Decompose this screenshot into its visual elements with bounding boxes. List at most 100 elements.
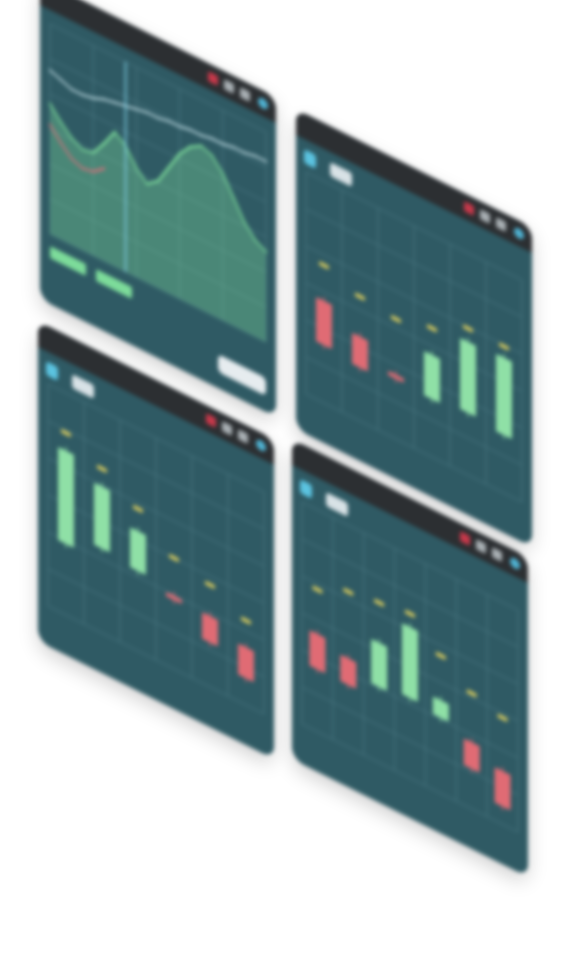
- signal-marker: [374, 598, 385, 607]
- grid-line: [48, 605, 264, 715]
- line-chart-window: [40, 0, 276, 417]
- data-point: [200, 133, 203, 137]
- signal-marker: [435, 651, 446, 660]
- candle-window-b: [38, 321, 274, 759]
- grid-line: [302, 649, 518, 759]
- candle-body: [58, 447, 74, 548]
- data-point: [70, 136, 73, 140]
- data-point: [146, 182, 149, 186]
- grid-line: [50, 163, 266, 273]
- grid-line: [48, 568, 264, 678]
- candle-window-c: [292, 439, 528, 877]
- series-area: [50, 103, 266, 342]
- data-point: [178, 152, 181, 156]
- grid-line: [50, 58, 266, 168]
- data-point: [264, 160, 268, 163]
- data-point: [81, 148, 84, 151]
- signal-marker: [343, 587, 354, 596]
- grid-line: [302, 501, 518, 611]
- data-point: [48, 68, 52, 72]
- data-point: [210, 154, 214, 157]
- signal-marker: [463, 324, 473, 333]
- grid-line: [306, 319, 522, 429]
- data-point: [189, 128, 192, 132]
- data-point: [232, 196, 235, 200]
- candle-body: [494, 767, 511, 810]
- series-line: [49, 124, 105, 173]
- grid-line: [50, 128, 266, 238]
- data-point: [221, 142, 225, 146]
- data-point: [102, 167, 106, 170]
- data-point: [113, 101, 117, 104]
- data-point: [200, 144, 203, 148]
- candle-body: [202, 612, 218, 647]
- grid-line: [306, 356, 522, 466]
- candle-body: [309, 630, 326, 673]
- data-point: [92, 151, 95, 155]
- signal-marker: [133, 504, 143, 513]
- data-point: [81, 166, 84, 170]
- data-point: [264, 250, 268, 254]
- data-point: [59, 120, 62, 124]
- signal-marker: [319, 261, 329, 270]
- data-point: [210, 137, 214, 140]
- data-point: [48, 123, 52, 127]
- grid-line: [306, 171, 522, 281]
- signal-marker: [312, 585, 323, 594]
- data-point: [167, 119, 171, 123]
- data-point: [221, 172, 225, 175]
- signal-marker: [427, 324, 437, 333]
- grid-line: [48, 457, 264, 567]
- candlestick-chart: [305, 171, 523, 503]
- grid-line: [48, 494, 264, 604]
- grid-line: [50, 198, 266, 308]
- data-point: [167, 166, 171, 169]
- signal-marker: [355, 292, 365, 301]
- signal-marker: [169, 554, 179, 562]
- candle-body: [424, 351, 440, 403]
- data-point: [70, 157, 73, 161]
- candle-body: [460, 338, 476, 417]
- grid-line: [306, 393, 522, 503]
- candle-body: [316, 297, 332, 349]
- data-point: [59, 141, 62, 145]
- data-point: [254, 238, 257, 242]
- grid-line: [302, 723, 518, 833]
- candle-body: [463, 738, 480, 773]
- candle-body: [352, 333, 368, 372]
- signal-marker: [391, 315, 401, 324]
- candle-body: [496, 354, 512, 439]
- signal-marker: [405, 609, 415, 618]
- signal-marker: [61, 429, 71, 437]
- signal-marker: [497, 713, 508, 722]
- grid-line: [306, 245, 522, 355]
- data-point: [113, 130, 117, 134]
- data-point: [135, 166, 138, 170]
- candlestick-chart: [301, 501, 519, 833]
- data-point: [92, 170, 95, 173]
- data-point: [254, 154, 257, 158]
- candle-body: [402, 623, 418, 702]
- action-button: [218, 355, 266, 395]
- data-point: [146, 111, 149, 114]
- grid-line: [48, 531, 264, 641]
- candle-body: [388, 371, 404, 383]
- signal-marker: [205, 580, 215, 589]
- grid-line: [48, 420, 264, 530]
- grid-line: [306, 208, 522, 318]
- data-point: [189, 145, 192, 149]
- data-point: [102, 142, 106, 145]
- grid-line: [306, 282, 522, 392]
- grid-line: [302, 686, 518, 796]
- candle-body: [371, 639, 388, 691]
- indicator-bar: [96, 269, 132, 299]
- candle-window-a: [296, 109, 532, 547]
- data-point: [59, 78, 62, 82]
- data-point: [48, 102, 52, 106]
- data-point: [102, 97, 106, 101]
- data-point: [243, 151, 246, 155]
- signal-marker: [466, 689, 477, 698]
- signal-marker: [499, 342, 509, 351]
- candle-body: [432, 696, 449, 722]
- data-point: [156, 179, 160, 183]
